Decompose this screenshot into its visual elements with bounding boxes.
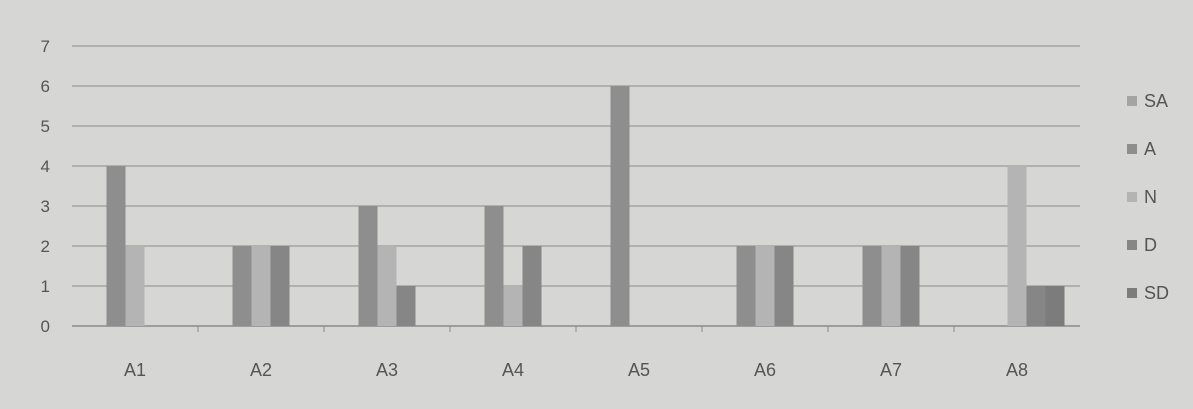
y-tick-label: 4: [41, 157, 50, 176]
bar-d-a6: [774, 246, 794, 326]
bar-a-a6: [736, 246, 756, 326]
bar-n-a1: [125, 246, 145, 326]
y-tick-label: 5: [41, 117, 50, 136]
bar-n-a6: [755, 246, 775, 326]
bar-a-a4: [484, 206, 504, 326]
bar-a-a1: [106, 166, 126, 326]
x-axis-ticks: A1 A2 A3 A4 A5 A6 A7 A8: [124, 326, 1028, 380]
bar-n-a4: [503, 286, 523, 326]
x-tick-label: A2: [250, 360, 272, 380]
bar-n-a7: [881, 246, 901, 326]
bar-d-a2: [270, 246, 290, 326]
legend-label-sa: SA: [1144, 91, 1168, 111]
legend-swatch-sd: [1127, 288, 1137, 298]
x-tick-label: A6: [754, 360, 776, 380]
legend: SA A N D SD: [1127, 91, 1169, 303]
bar-n-a8: [1007, 166, 1027, 326]
legend-label-n: N: [1144, 187, 1157, 207]
legend-label-sd: SD: [1144, 283, 1169, 303]
y-tick-label: 7: [41, 37, 50, 56]
x-tick-label: A8: [1006, 360, 1028, 380]
bar-a-a3: [358, 206, 378, 326]
legend-swatch-d: [1127, 240, 1137, 250]
y-axis-ticks: 0 1 2 3 4 5 6 7: [41, 37, 50, 336]
bar-n-a3: [377, 246, 397, 326]
bar-a-a2: [232, 246, 252, 326]
bar-sd-a8: [1045, 286, 1065, 326]
bar-n-a2: [251, 246, 271, 326]
legend-label-a: A: [1144, 139, 1156, 159]
bar-d-a7: [900, 246, 920, 326]
gridlines: [72, 45, 1080, 327]
legend-swatch-n: [1127, 192, 1137, 202]
bar-d-a8: [1026, 286, 1046, 326]
legend-swatch-a: [1127, 144, 1137, 154]
bar-a-a5: [610, 86, 630, 326]
y-tick-label: 6: [41, 77, 50, 96]
y-tick-label: 2: [41, 237, 50, 256]
x-tick-label: A4: [502, 360, 524, 380]
bar-d-a4: [522, 246, 542, 326]
bar-d-a3: [396, 286, 416, 326]
x-tick-label: A3: [376, 360, 398, 380]
x-tick-label: A5: [628, 360, 650, 380]
y-tick-label: 3: [41, 197, 50, 216]
x-tick-label: A7: [880, 360, 902, 380]
x-tick-label: A1: [124, 360, 146, 380]
bars: [106, 86, 1065, 326]
bar-a-a7: [862, 246, 882, 326]
y-tick-label: 0: [41, 317, 50, 336]
y-tick-label: 1: [41, 277, 50, 296]
legend-label-d: D: [1144, 235, 1157, 255]
legend-swatch-sa: [1127, 96, 1137, 106]
